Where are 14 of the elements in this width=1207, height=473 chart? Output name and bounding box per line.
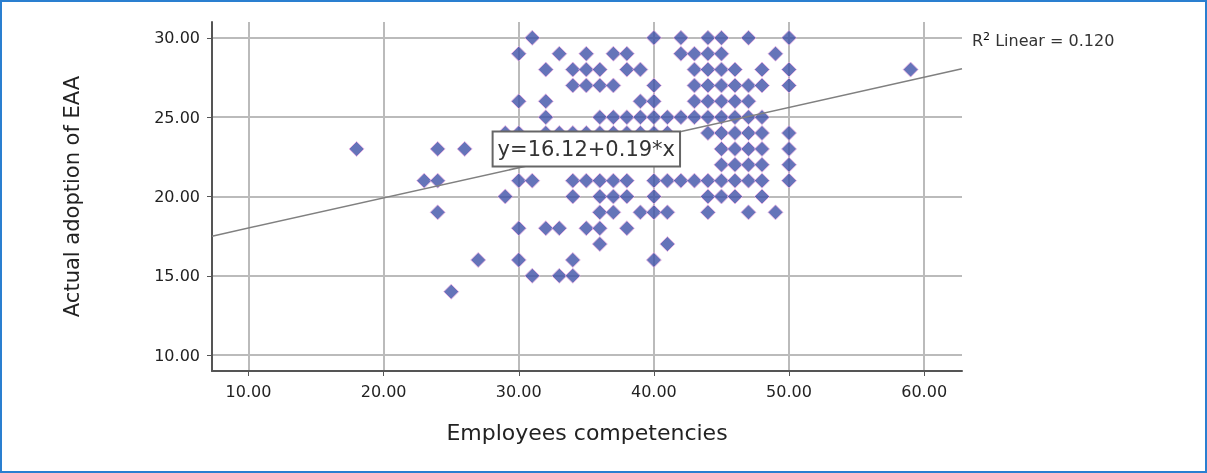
y-tick-label: 30.00	[154, 28, 200, 48]
y-tick-label: 20.00	[154, 187, 200, 206]
y-axis-title: Actual adoption of EAA	[59, 75, 84, 318]
x-tick-label: 20.00	[360, 381, 407, 401]
x-tick-label: 10.00	[225, 381, 272, 401]
y-tick-label: 15.00	[154, 266, 200, 286]
x-tick-label: 50.00	[766, 381, 812, 401]
y-tick-label: 10.00	[154, 345, 200, 365]
x-tick-label: 30.00	[495, 381, 542, 401]
x-tick-label: 60.00	[901, 381, 948, 401]
annotation: y=16.12+0.19*x	[497, 136, 676, 161]
y-tick-label: 25.00	[154, 107, 200, 127]
x-tick-label: 40.00	[630, 381, 677, 401]
x-axis-title: Employees competencies	[446, 419, 728, 445]
